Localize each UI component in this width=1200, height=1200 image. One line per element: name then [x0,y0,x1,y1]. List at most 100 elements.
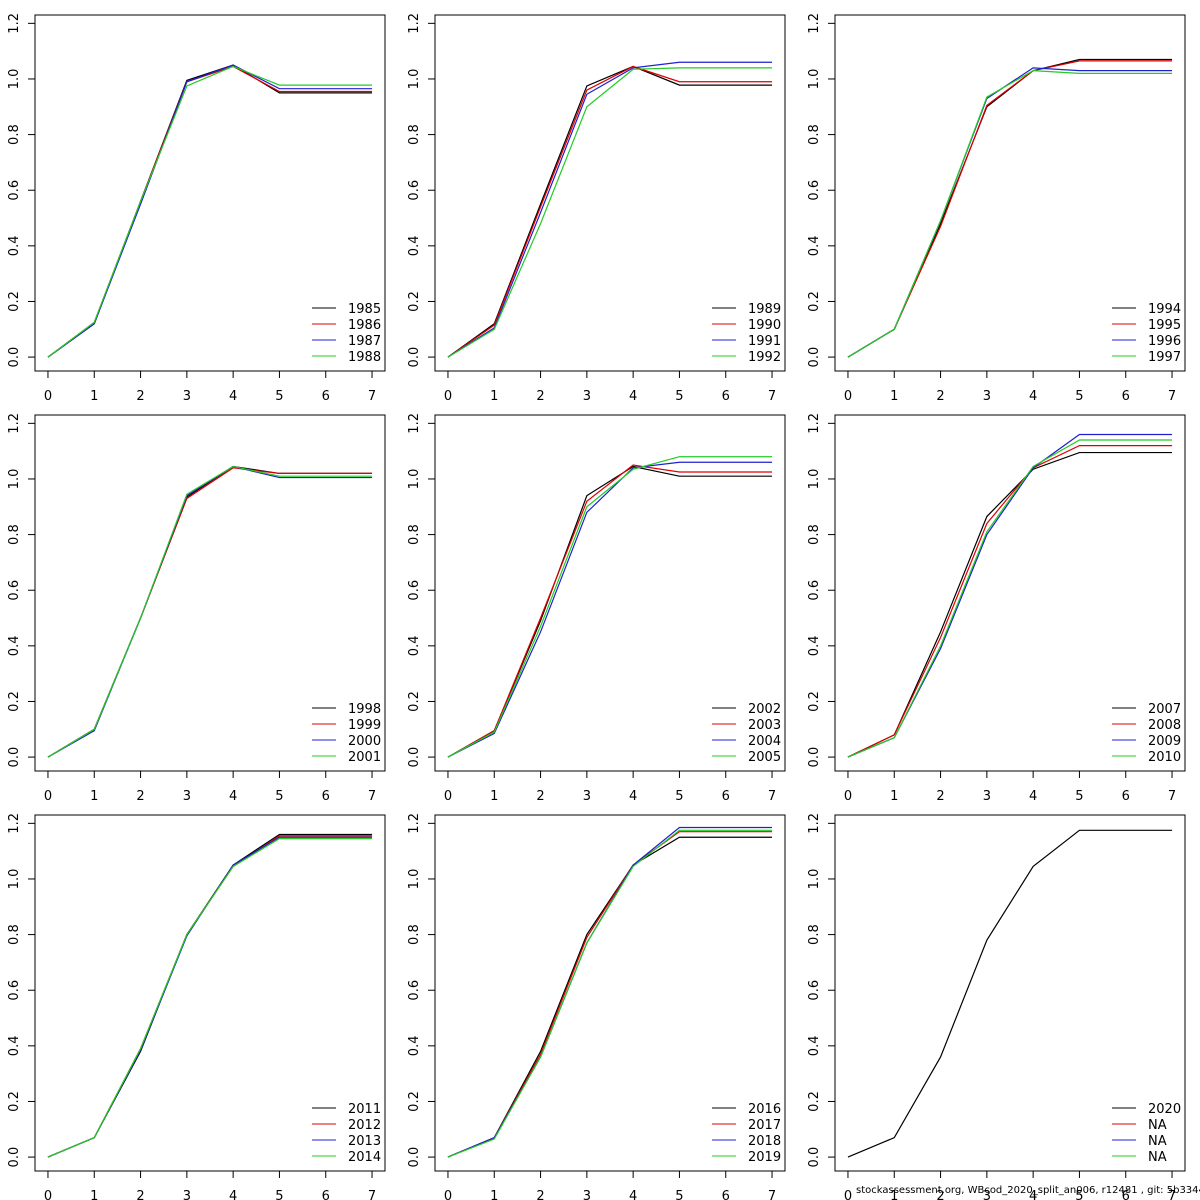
y-tick-label: 1.0 [407,869,422,890]
y-tick-label: 0.4 [807,1036,822,1057]
legend-label: 2007 [1148,702,1181,717]
y-tick-label: 1.0 [807,869,822,890]
x-tick-label: 0 [844,789,852,804]
legend-label: 1987 [348,334,381,349]
x-tick-label: 7 [768,389,776,404]
y-tick-label: 0.4 [807,636,822,657]
data-line [447,464,773,758]
legend-label: 2008 [1148,718,1181,733]
x-tick-label: 3 [183,789,191,804]
y-tick-label: 1.2 [407,813,422,834]
x-tick-label: 6 [722,789,730,804]
y-tick-label: 0.6 [807,180,822,201]
x-tick-label: 4 [229,789,237,804]
y-tick-label: 0.4 [407,236,422,257]
data-line [47,465,373,758]
data-line [47,64,373,358]
legend-label: NA [1148,1118,1167,1133]
x-tick-label: 4 [1029,389,1037,404]
x-tick-label: 7 [368,389,376,404]
legend-label: 2017 [748,1118,781,1133]
footer: stockassessment.org, WBcod_2020_split_an… [856,1185,1200,1196]
y-tick-label: 0.8 [7,524,22,545]
y-tick-label: 0.2 [7,291,22,312]
legend-label: 2019 [748,1150,781,1165]
x-tick-label: 0 [844,389,852,404]
x-tick-label: 0 [44,1189,52,1200]
y-tick-label: 0.0 [807,347,822,368]
y-tick-label: 1.0 [7,69,22,90]
legend-label: 1986 [348,318,381,333]
x-tick-label: 5 [675,789,683,804]
x-tick-label: 2 [936,389,944,404]
x-tick-label: 5 [1075,389,1083,404]
panel: 0 1 2 3 4 5 6 70.00.20.40.60.81.01.220112012201… [7,813,386,1200]
panel: 0 1 2 3 4 5 6 7 0.0 0.2 0.4 0.6 0.8 1.0 1.2 20072008200… [807,413,1186,804]
legend-label: 1989 [748,302,781,317]
y-tick-label: 0.6 [7,180,22,201]
y-tick-label: 1.2 [807,413,822,434]
x-tick-label: 6 [1122,789,1130,804]
x-tick-label: 2 [936,789,944,804]
data-line [447,461,773,758]
x-tick-label: 0 [444,789,452,804]
plot-box [834,414,1186,772]
x-tick-label: 4 [229,1189,237,1200]
legend-label: 1992 [748,350,781,365]
x-tick-label: 1 [890,1189,898,1200]
plot-box [434,414,786,772]
y-tick-label: 1.2 [407,413,422,434]
legend-label: 1995 [1148,318,1181,333]
x-tick-label: 0 [844,1189,852,1200]
legend-label: 2014 [348,1150,381,1165]
panel: 0 1 2 3 4 5 6 70.00.20.40.60.81.01.220022003200… [407,413,786,804]
y-tick-label: 0.6 [407,980,422,1001]
legend-label: NA [1148,1134,1167,1149]
x-tick-label: 7 [768,1189,776,1200]
legend-label: 1998 [348,702,381,717]
plot-box [834,814,1186,1172]
legend-label: 2018 [748,1134,781,1149]
x-tick-label: 1 [90,789,98,804]
x-tick-label: 0 [444,1189,452,1200]
legend-label: 1997 [1148,350,1181,365]
x-tick-label: 4 [629,789,637,804]
x-tick-label: 3 [583,1189,591,1200]
y-tick-label: 0.2 [807,691,822,712]
legend-label: 1990 [748,318,781,333]
legend-label: 2011 [348,1102,381,1117]
y-tick-label: 0.2 [407,1091,422,1112]
y-tick-label: 0.0 [807,747,822,768]
legend-label: 1999 [348,718,381,733]
x-tick-label: 7 [768,789,776,804]
y-tick-label: 1.2 [807,13,822,34]
x-tick-label: 6 [322,389,330,404]
data-line [847,433,1173,758]
legend-label: 1996 [1148,334,1181,349]
y-tick-label: 0.4 [7,1036,22,1057]
plot-box [34,14,386,372]
plot-box [434,814,786,1172]
y-tick-label: 0.0 [407,1147,422,1168]
data-line [447,836,773,1158]
y-tick-label: 0.4 [807,236,822,257]
data-line [447,65,773,358]
x-tick-label: 4 [629,389,637,404]
x-tick-label: 7 [1168,1189,1176,1200]
panel: 0 1 2 3 4 5 6 70.00.20.40.60.81.01.219851986198… [7,13,386,404]
y-tick-label: 0.8 [7,924,22,945]
x-tick-label: 1 [90,1189,98,1200]
x-tick-label: 5 [675,389,683,404]
data-line [847,439,1173,758]
x-tick-label: 2 [536,389,544,404]
x-tick-label: 2 [536,789,544,804]
legend-label: 2000 [348,734,381,749]
y-tick-label: 1.2 [7,13,22,34]
y-tick-label: 0.8 [407,124,422,145]
y-tick-label: 1.0 [7,469,22,490]
y-tick-label: 1.2 [7,413,22,434]
data-line [47,836,373,1158]
